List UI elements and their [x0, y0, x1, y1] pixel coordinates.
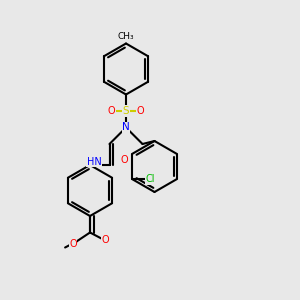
- Text: O: O: [102, 235, 110, 245]
- Text: S: S: [123, 106, 129, 116]
- Text: CH₃: CH₃: [118, 32, 134, 41]
- Text: O: O: [120, 154, 128, 165]
- Text: N: N: [122, 122, 130, 133]
- Text: O: O: [108, 106, 116, 116]
- Text: HN: HN: [86, 157, 101, 167]
- Text: Cl: Cl: [146, 174, 155, 184]
- Text: O: O: [69, 239, 77, 249]
- Text: O: O: [136, 106, 144, 116]
